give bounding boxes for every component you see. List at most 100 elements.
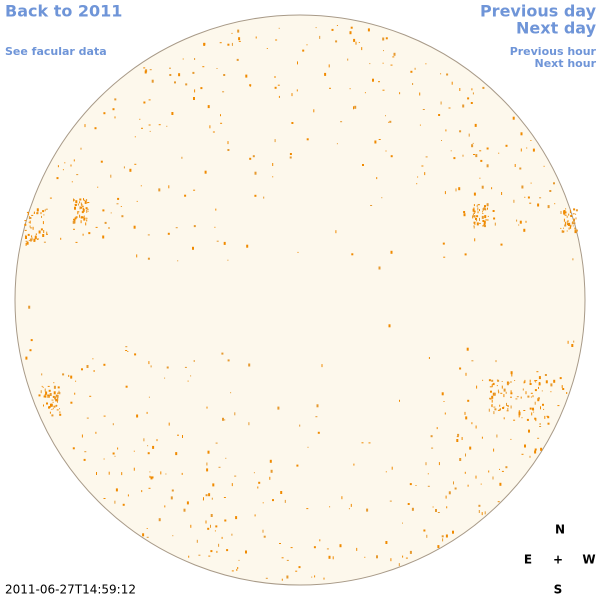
facula (409, 483, 412, 486)
facula (468, 133, 470, 137)
facula (442, 538, 444, 542)
facula (296, 464, 299, 467)
facula (465, 416, 468, 420)
facula (368, 442, 371, 444)
next-hour-link[interactable]: Next hour (535, 57, 597, 70)
facula (234, 475, 237, 477)
facula (459, 130, 462, 133)
previous-hour-link[interactable]: Previous hour (510, 45, 597, 58)
facula (524, 444, 526, 448)
facula (476, 219, 478, 222)
facula (97, 186, 99, 188)
facula (257, 486, 259, 489)
facula (114, 455, 116, 457)
facula (47, 396, 50, 398)
facula (407, 503, 410, 505)
back-link[interactable]: Back to 2011 (5, 2, 122, 21)
facula (376, 555, 378, 559)
facula (277, 84, 280, 86)
facula (29, 217, 32, 219)
facula (409, 550, 412, 554)
facula (169, 74, 172, 76)
facula (530, 140, 532, 141)
facula (149, 471, 151, 473)
facula (50, 403, 53, 407)
facula (523, 410, 526, 411)
facula (185, 83, 188, 86)
facula (491, 399, 493, 403)
facula (339, 544, 342, 548)
facula (33, 211, 35, 214)
facula (553, 182, 555, 185)
facula (43, 404, 44, 407)
facula (221, 352, 224, 355)
facula (452, 530, 454, 534)
facula (136, 414, 139, 418)
facula (364, 92, 366, 94)
facula (125, 350, 128, 351)
facular-link[interactable]: See facular data (5, 45, 107, 58)
facula (482, 208, 484, 212)
facula (402, 555, 404, 558)
facula (323, 577, 325, 580)
facula (493, 411, 495, 415)
facula (506, 383, 509, 386)
facula (453, 481, 454, 485)
facula (178, 73, 181, 77)
facula (537, 397, 540, 400)
facula (402, 522, 403, 524)
facula (487, 207, 488, 210)
facula (532, 148, 535, 152)
facula (177, 260, 179, 262)
facula (182, 58, 184, 60)
facula (423, 529, 426, 532)
facula (544, 374, 547, 376)
previous-day-link[interactable]: Previous day (480, 2, 597, 21)
facula (474, 223, 476, 225)
facula (479, 217, 480, 221)
facula (366, 508, 369, 512)
facula (114, 116, 116, 119)
facula (193, 360, 195, 362)
facula (230, 392, 232, 394)
facula (44, 209, 46, 212)
facula (148, 361, 150, 365)
facula (549, 190, 552, 192)
facula (42, 234, 45, 237)
facula (95, 226, 98, 228)
facula (575, 229, 578, 232)
facula (475, 475, 477, 479)
facula (350, 26, 353, 29)
facula (367, 28, 370, 32)
facula (74, 206, 76, 210)
facula (83, 215, 85, 217)
facula (527, 196, 530, 199)
facula (54, 396, 57, 400)
facula (104, 221, 107, 224)
facula (237, 29, 240, 33)
facula (464, 253, 467, 256)
solar-disc (14, 14, 586, 586)
facula (530, 392, 533, 394)
facula (473, 154, 475, 155)
facula (378, 139, 381, 140)
facula (575, 209, 578, 212)
facula (59, 413, 62, 416)
facula (483, 223, 485, 225)
facula (533, 411, 535, 413)
facula (200, 87, 203, 90)
facula (110, 212, 112, 214)
facula (479, 150, 482, 152)
facula (82, 216, 85, 218)
facula (289, 156, 292, 159)
facula (484, 215, 487, 219)
facula (465, 372, 467, 376)
next-day-link[interactable]: Next day (516, 19, 597, 38)
facula (35, 233, 37, 236)
facula (75, 216, 78, 219)
facula (133, 467, 135, 471)
facula (60, 237, 62, 240)
facula (286, 575, 289, 579)
facula (370, 205, 373, 206)
facula (476, 385, 478, 389)
